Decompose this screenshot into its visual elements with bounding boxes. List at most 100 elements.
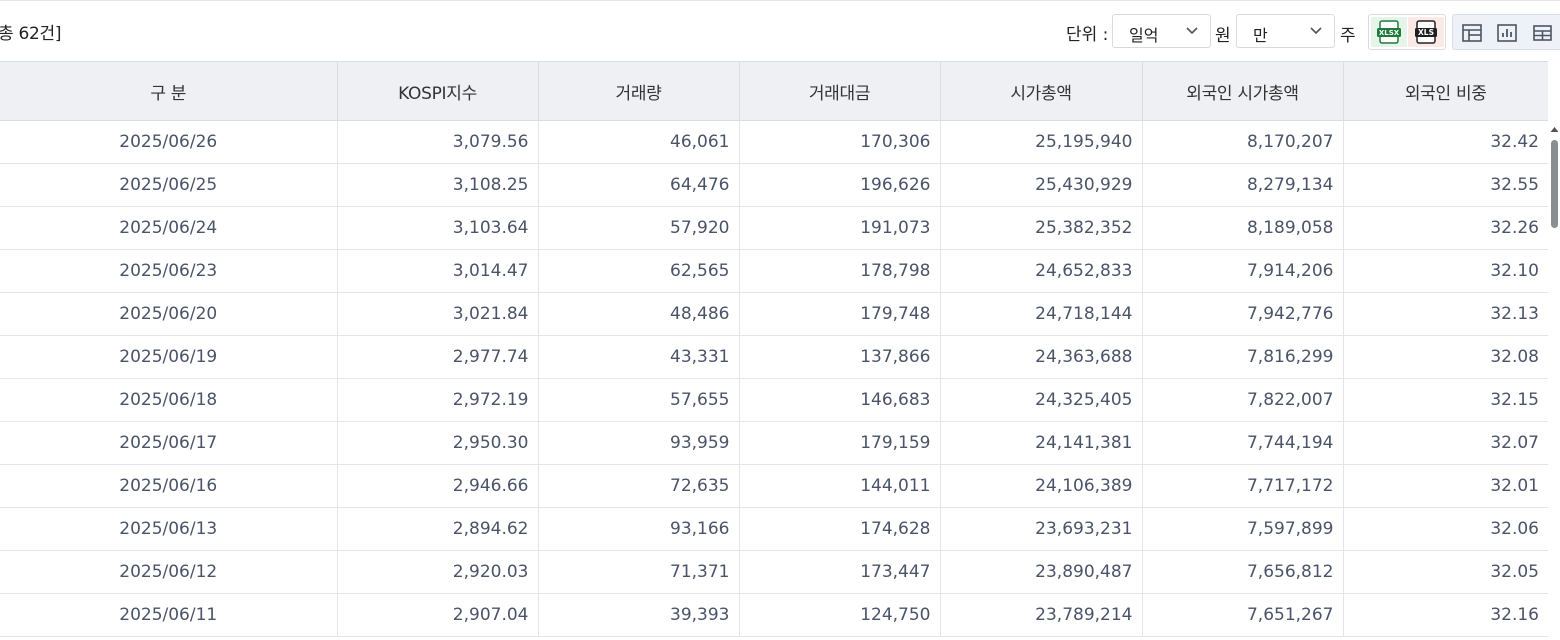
view-toggle-group [1452,14,1560,50]
cell-volume: 43,331 [538,335,740,379]
cell-kospi-index: 2,950.30 [337,421,539,465]
download-group: XLSX XLS [1368,14,1446,50]
cell-market-cap: 23,789,214 [940,593,1143,637]
cell-volume: 48,486 [538,292,740,336]
header-foreign-ratio[interactable]: 외국인 비중 [1343,61,1548,121]
unit-label: 단위 : [1066,25,1109,45]
cell-date: 2025/06/23 [0,249,338,293]
cell-date: 2025/06/18 [0,378,338,422]
chart-view-button[interactable] [1490,19,1524,47]
table-body: 2025/06/26 3,079.56 46,061 170,306 25,195,94… [0,120,1548,637]
cell-trading-value: 146,683 [739,378,941,422]
unit-select[interactable]: 일억 [1112,14,1211,48]
cell-foreign-ratio: 32.42 [1343,120,1548,164]
cell-foreign-ratio: 32.26 [1343,206,1548,250]
scrollbar-thumb[interactable] [1551,140,1558,228]
cell-market-cap: 23,890,487 [940,550,1143,594]
cell-foreign-ratio: 32.15 [1343,378,1548,422]
xls-icon-label: XLS [1418,28,1434,37]
volume-unit-select-value: 만 [1253,26,1268,45]
header-foreign-market-cap[interactable]: 외국인 시가총액 [1142,61,1344,121]
cell-trading-value: 124,750 [739,593,941,637]
cell-foreign-market-cap: 7,816,299 [1142,335,1344,379]
cell-foreign-market-cap: 8,189,058 [1142,206,1344,250]
table-row: 2025/06/23 3,014.47 62,565 178,798 24,652,83… [0,249,1548,293]
table-row: 2025/06/17 2,950.30 93,959 179,159 24,141,38… [0,421,1548,465]
cell-foreign-ratio: 32.08 [1343,335,1548,379]
cell-date: 2025/06/19 [0,335,338,379]
vertical-scrollbar[interactable] [1548,118,1560,640]
cell-volume: 62,565 [538,249,740,293]
cell-trading-value: 144,011 [739,464,941,508]
cell-foreign-market-cap: 7,942,776 [1142,292,1344,336]
cell-foreign-market-cap: 7,744,194 [1142,421,1344,465]
cell-kospi-index: 2,920.03 [337,550,539,594]
cell-market-cap: 25,195,940 [940,120,1143,164]
grid-view-button[interactable] [1526,19,1560,47]
cell-date: 2025/06/13 [0,507,338,551]
cell-trading-value: 173,447 [739,550,941,594]
cell-market-cap: 24,325,405 [940,378,1143,422]
cell-trading-value: 191,073 [739,206,941,250]
scroll-up-arrow-icon[interactable] [1550,126,1559,133]
cell-trading-value: 137,866 [739,335,941,379]
cell-foreign-ratio: 32.55 [1343,163,1548,207]
table-row: 2025/06/24 3,103.64 57,920 191,073 25,382,35… [0,206,1548,250]
header-trading-value[interactable]: 거래대금 [739,61,941,121]
table-header-row: 구 분 KOSPI지수 거래량 거래대금 시가총액 외국인 시가총액 외국인 비… [0,61,1548,121]
cell-volume: 93,959 [538,421,740,465]
cell-kospi-index: 2,972.19 [337,378,539,422]
table-row: 2025/06/20 3,021.84 48,486 179,748 24,718,14… [0,292,1548,336]
download-xlsx-button[interactable]: XLSX [1371,17,1407,47]
cell-foreign-market-cap: 7,822,007 [1142,378,1344,422]
table-row: 2025/06/26 3,079.56 46,061 170,306 25,195,94… [0,120,1548,164]
cell-date: 2025/06/26 [0,120,338,164]
bar-chart-icon [1497,24,1517,42]
cell-date: 2025/06/20 [0,292,338,336]
cell-volume: 71,371 [538,550,740,594]
cell-market-cap: 24,718,144 [940,292,1143,336]
volume-unit-select[interactable]: 만 [1236,14,1335,48]
xlsx-file-icon: XLSX [1377,20,1401,44]
download-xls-button[interactable]: XLS [1408,17,1444,47]
cell-foreign-market-cap: 7,597,899 [1142,507,1344,551]
cell-volume: 57,655 [538,378,740,422]
cell-foreign-ratio: 32.06 [1343,507,1548,551]
cell-market-cap: 24,363,688 [940,335,1143,379]
cell-kospi-index: 2,907.04 [337,593,539,637]
cell-date: 2025/06/11 [0,593,338,637]
header-volume[interactable]: 거래량 [538,61,740,121]
table-toolbar: 총 62건] 단위 : 일억 원 만 주 XLSX XLS [0,0,1560,62]
table-view-button[interactable] [1455,19,1489,47]
cell-trading-value: 179,159 [739,421,941,465]
grid-icon [1533,25,1552,41]
cell-foreign-market-cap: 7,717,172 [1142,464,1344,508]
won-label: 원 [1215,26,1231,46]
chevron-down-icon [1310,27,1322,35]
cell-trading-value: 196,626 [739,163,941,207]
cell-date: 2025/06/25 [0,163,338,207]
cell-trading-value: 170,306 [739,120,941,164]
cell-market-cap: 24,141,381 [940,421,1143,465]
header-kospi-index[interactable]: KOSPI지수 [337,61,539,121]
table-row: 2025/06/12 2,920.03 71,371 173,447 23,890,48… [0,550,1548,594]
total-count: 총 62건] [0,24,62,44]
cell-foreign-market-cap: 7,656,812 [1142,550,1344,594]
cell-trading-value: 178,798 [739,249,941,293]
cell-market-cap: 25,382,352 [940,206,1143,250]
chevron-down-icon [1186,27,1198,35]
header-category[interactable]: 구 분 [0,61,338,121]
cell-volume: 39,393 [538,593,740,637]
shares-label: 주 [1340,26,1356,46]
cell-foreign-ratio: 32.05 [1343,550,1548,594]
data-table-container: 구 분 KOSPI지수 거래량 거래대금 시가총액 외국인 시가총액 외국인 비… [0,61,1548,640]
cell-kospi-index: 2,894.62 [337,507,539,551]
table-row: 2025/06/19 2,977.74 43,331 137,866 24,363,68… [0,335,1548,379]
cell-volume: 64,476 [538,163,740,207]
cell-foreign-ratio: 32.01 [1343,464,1548,508]
xls-file-icon: XLS [1415,20,1437,44]
header-market-cap[interactable]: 시가총액 [940,61,1143,121]
cell-kospi-index: 3,108.25 [337,163,539,207]
cell-kospi-index: 2,977.74 [337,335,539,379]
cell-market-cap: 24,106,389 [940,464,1143,508]
